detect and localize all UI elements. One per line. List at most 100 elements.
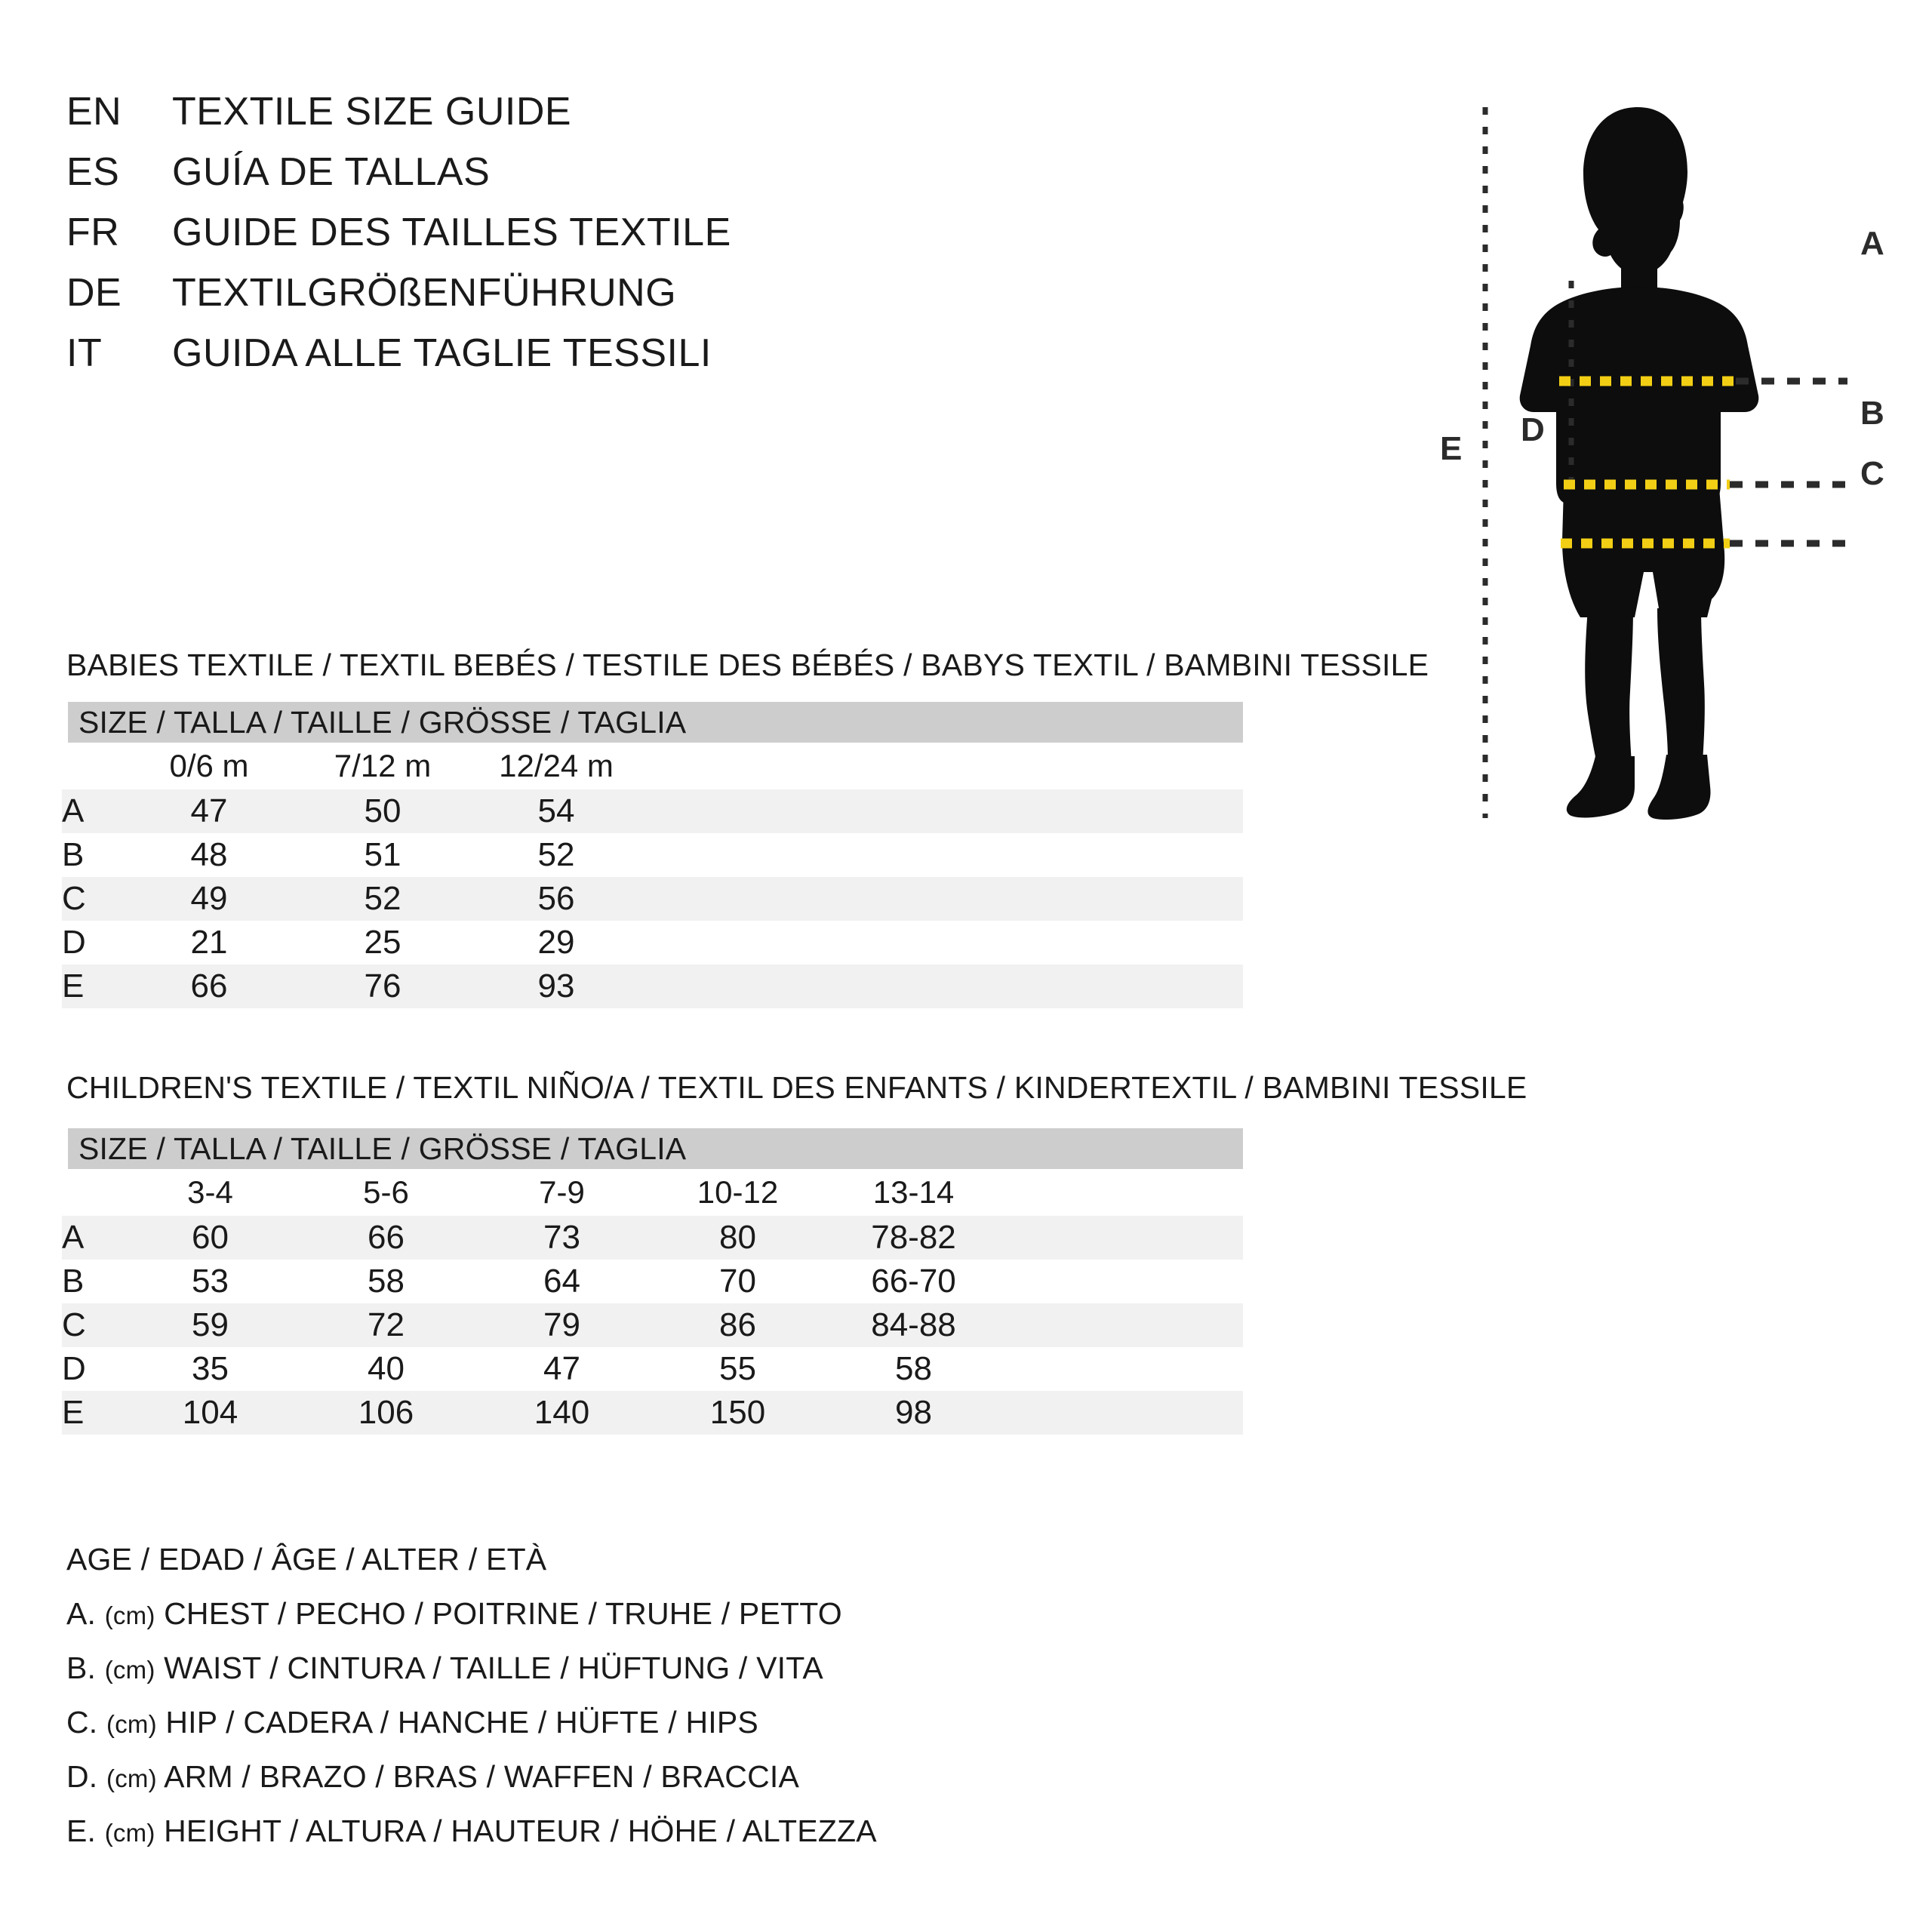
children-cell-a-1: 66 [298,1216,474,1260]
babies-row-label-a: A [62,789,122,833]
children-col-header-1: 5-6 [363,1174,409,1210]
children-row-label-c: C [62,1303,122,1347]
children-section-caption: CHILDREN'S TEXTILE / TEXTIL NIÑO/A / TEX… [66,1070,1527,1105]
table-row: B 48 51 52 [62,833,1243,877]
children-row-label-d: D [62,1350,86,1387]
children-col-header-4: 13-14 [872,1174,955,1210]
babies-cell-d-pad [643,921,1243,964]
legend-text-e: HEIGHT / ALTURA / HAUTEUR / HÖHE / ALTEZ… [164,1814,877,1848]
babies-cell-c-1: 52 [296,877,469,921]
children-row-label-a: A [62,1216,122,1260]
children-cell-d-4: 58 [895,1350,932,1387]
title-lang-de: DE [66,271,122,315]
children-cell-e-1: 106 [298,1391,474,1435]
table-row: D 21 25 29 [62,921,1243,964]
babies-col-header-2: 12/24 m [499,748,614,783]
children-cell-e-2: 140 [474,1391,650,1435]
legend-item-c: C. (cm) HIP / CADERA / HANCHE / HÜFTE / … [66,1695,1198,1749]
table-row: B 53 58 64 70 66-70 [62,1260,1243,1303]
babies-cell-d-1: 25 [364,924,401,961]
child-silhouette-diagram [1482,107,1847,820]
table-row: D 35 40 47 55 58 [62,1347,1243,1391]
babies-cell-b-0: 48 [190,836,228,873]
children-cell-d-1: 40 [368,1350,405,1387]
legend-text-a: CHEST / PECHO / POITRINE / TRUHE / PETTO [164,1596,842,1631]
title-block: EN TEXTILE SIZE GUIDE ES GUÍA DE TALLAS … [66,89,1198,391]
children-cell-c-pad [1001,1303,1243,1347]
babies-table-header-label: SIZE / TALLA / TAILLE / GRÖSSE / TAGLIA [78,704,687,740]
children-cell-c-0: 59 [122,1303,298,1347]
children-col-header-pad [1001,1169,1243,1216]
babies-cell-e-pad [643,964,1243,1008]
legend-unit-c: (cm) [106,1710,157,1738]
children-cell-a-pad [1001,1216,1243,1260]
legend-text-d: ARM / BRAZO / BRAS / WAFFEN / BRACCIA [164,1759,800,1794]
babies-table-grid: 0/6 m 7/12 m 12/24 m A 47 50 54 B 48 51 … [62,743,1243,1008]
children-cell-c-3: 86 [650,1303,826,1347]
figure-label-a: A [1860,225,1884,262]
babies-col-header-0: 0/6 m [169,748,249,783]
children-cell-e-0: 104 [122,1391,298,1435]
legend-item-e: E. (cm) HEIGHT / ALTURA / HAUTEUR / HÖHE… [66,1804,1198,1858]
babies-table-header-bar: SIZE / TALLA / TAILLE / GRÖSSE / TAGLIA [68,702,1243,743]
legend-key-e: E. [66,1814,97,1848]
children-cell-b-4: 66-70 [871,1263,956,1300]
children-cell-a-0: 60 [122,1216,298,1260]
table-row: A 47 50 54 [62,789,1243,833]
children-column-header-row: 3-4 5-6 7-9 10-12 13-14 [62,1169,1243,1216]
title-text-es: GUÍA DE TALLAS [172,150,491,194]
babies-section-caption: BABIES TEXTILE / TEXTIL BEBÉS / TESTILE … [66,648,1429,682]
children-size-table: SIZE / TALLA / TAILLE / GRÖSSE / TAGLIA … [62,1128,1243,1435]
babies-cell-e-1: 76 [296,964,469,1008]
figure-label-b: B [1860,395,1884,432]
children-table-header-bar: SIZE / TALLA / TAILLE / GRÖSSE / TAGLIA [68,1128,1243,1169]
babies-cell-d-2: 29 [537,924,575,961]
children-cell-c-1: 72 [298,1303,474,1347]
legend-text-c: HIP / CADERA / HANCHE / HÜFTE / HIPS [165,1705,758,1740]
children-cell-d-0: 35 [192,1350,229,1387]
title-text-it: GUIDA ALLE TAGLIE TESSILI [172,331,712,375]
babies-cell-b-1: 51 [364,836,401,873]
table-row: E 66 76 93 [62,964,1243,1008]
legend-unit-e: (cm) [104,1819,155,1847]
babies-cell-c-0: 49 [122,877,296,921]
babies-cell-b-pad [643,833,1243,877]
children-cell-c-2: 79 [474,1303,650,1347]
babies-row-label-e: E [62,964,122,1008]
children-cell-d-3: 55 [719,1350,756,1387]
title-text-fr: GUIDE DES TAILLES TEXTILE [172,211,731,254]
children-cell-d-2: 47 [543,1350,580,1387]
title-text-de: TEXTILGRÖßENFÜHRUNG [172,271,677,315]
children-cell-b-pad [1001,1260,1243,1303]
babies-row-label-d: D [62,924,86,961]
legend-item-a: A. (cm) CHEST / PECHO / POITRINE / TRUHE… [66,1586,1198,1641]
babies-col-header-1: 7/12 m [334,748,432,783]
figure-label-e: E [1440,430,1463,467]
children-cell-a-2: 73 [474,1216,650,1260]
children-col-header-2: 7-9 [539,1174,585,1210]
legend-text-b: WAIST / CINTURA / TAILLE / HÜFTUNG / VIT… [164,1651,823,1685]
babies-row-label-c: C [62,877,122,921]
title-row-en: EN TEXTILE SIZE GUIDE [66,89,1198,149]
measurement-figure: E D A B C [1404,60,1932,823]
children-cell-a-3: 80 [650,1216,826,1260]
babies-cell-a-pad [643,789,1243,833]
title-lang-fr: FR [66,211,120,254]
title-text-en: TEXTILE SIZE GUIDE [172,90,572,134]
children-row-label-b: B [62,1263,85,1300]
children-col-header-0: 3-4 [187,1174,233,1210]
babies-cell-e-2: 93 [469,964,643,1008]
children-cell-d-pad [1001,1347,1243,1391]
babies-cell-e-0: 66 [122,964,296,1008]
legend-item-b: B. (cm) WAIST / CINTURA / TAILLE / HÜFTU… [66,1641,1198,1695]
babies-cell-a-0: 47 [122,789,296,833]
child-silhouette-icon [1519,107,1759,820]
children-cell-e-pad [1001,1391,1243,1435]
babies-column-header-row: 0/6 m 7/12 m 12/24 m [62,743,1243,789]
babies-cell-c-pad [643,877,1243,921]
legend-key-a: A. [66,1596,97,1631]
figure-label-c: C [1860,455,1884,492]
title-row-es: ES GUÍA DE TALLAS [66,149,1198,210]
legend-item-d: D. (cm) ARM / BRAZO / BRAS / WAFFEN / BR… [66,1749,1198,1804]
